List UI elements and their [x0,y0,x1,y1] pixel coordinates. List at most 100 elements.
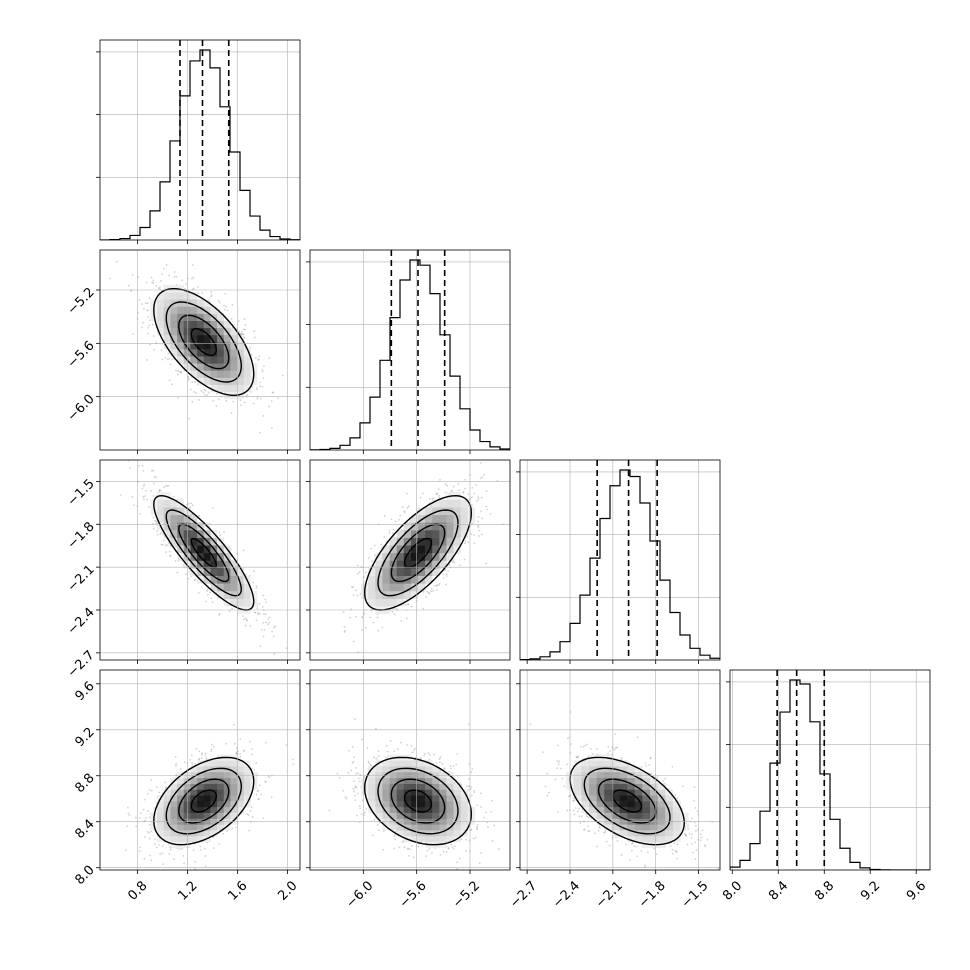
scatter-point [191,381,194,384]
density-cell [190,370,198,378]
density-cell [210,560,218,569]
scatter-point [485,505,488,508]
scatter-point [438,494,441,497]
scatter-point [258,612,261,615]
scatter-point [191,277,193,280]
histogram-3 [730,679,930,870]
density-cell [243,384,251,393]
density-cell [223,552,231,561]
density-cell [446,537,454,546]
density-cell [382,598,390,607]
scatter-point [475,483,477,486]
scatter-point [200,390,203,393]
density-cell [368,590,376,599]
scatter-point [438,496,440,499]
scatter-point [252,570,255,573]
scatter-point [230,412,233,414]
density-cell [237,590,245,599]
scatter-point [403,511,406,514]
scatter-point [264,613,267,616]
scatter-point [406,603,409,606]
density-cell [223,342,231,350]
scatter-point [185,283,188,285]
scatter-point [450,489,453,492]
scatter-point [485,562,488,565]
scatter-point [161,273,163,276]
density-cell [197,334,205,343]
scatter-point [358,571,361,574]
scatter-point [232,400,235,403]
density-cell [190,514,198,523]
density-cell [439,545,447,554]
density-cell [190,292,198,300]
density-cell [170,306,178,314]
density-cell [237,342,245,350]
scatter-point [147,316,149,318]
scatter-point [204,865,207,868]
panel-1-0 [108,260,284,434]
scatter-point [272,391,275,394]
density-cell [190,522,198,531]
scatter-point [369,616,371,619]
scatter-point [145,281,148,284]
scatter-point [168,357,171,360]
contour-2-0-1 [178,523,230,583]
scatter-point [159,489,162,492]
density-cell [230,384,238,393]
scatter-point [243,336,246,339]
scatter-point [174,755,177,758]
scatter-point [144,302,147,304]
scatter-point [168,550,171,553]
scatter-point [149,343,152,346]
density-cell [190,530,198,538]
scatter-point [259,385,261,388]
density-cell [170,537,178,546]
scatter-point [218,613,221,615]
scatter-point [148,823,151,826]
density-cell [157,320,165,329]
density-cell [439,560,447,569]
scatter-point [152,495,155,497]
contour-2-0-2 [165,509,242,597]
scatter-point [438,582,441,585]
density-cell [230,568,238,577]
scatter-point [244,617,247,620]
scatter-point [470,533,473,535]
density-cell [403,583,412,592]
scatter-point [436,493,439,496]
scatter-point [435,588,438,591]
scatter-point [169,363,172,366]
scatter-point [166,358,169,361]
scatter-point [250,354,253,356]
density-cell [418,583,426,592]
density-cell [410,568,419,577]
scatter-point [193,391,195,393]
density-cell [368,598,376,607]
scatter-point [425,596,427,598]
density-cell [230,560,238,569]
scatter-point [473,492,476,495]
contour-2-1-1 [390,523,446,583]
scatter-point [244,624,247,627]
panel-frame-2-1 [309,459,511,661]
scatter-point [242,549,245,552]
density-cell [375,590,383,599]
scatter-point [264,598,267,601]
density-cell [250,377,258,385]
scatter-point [404,603,407,606]
scatter-point [243,401,246,404]
scatter-point [242,750,245,753]
density-cell [197,306,205,314]
density-cell [203,370,211,378]
density-cell [230,598,238,607]
scatter-point [402,506,404,509]
density-cell [163,522,171,531]
density-cell [425,575,433,584]
contour-1-0-0 [190,328,217,356]
density-cell [177,356,185,364]
scatter-point [376,616,379,619]
scatter-point [271,391,274,394]
scatter-point [211,506,214,509]
density-cell [163,299,171,307]
